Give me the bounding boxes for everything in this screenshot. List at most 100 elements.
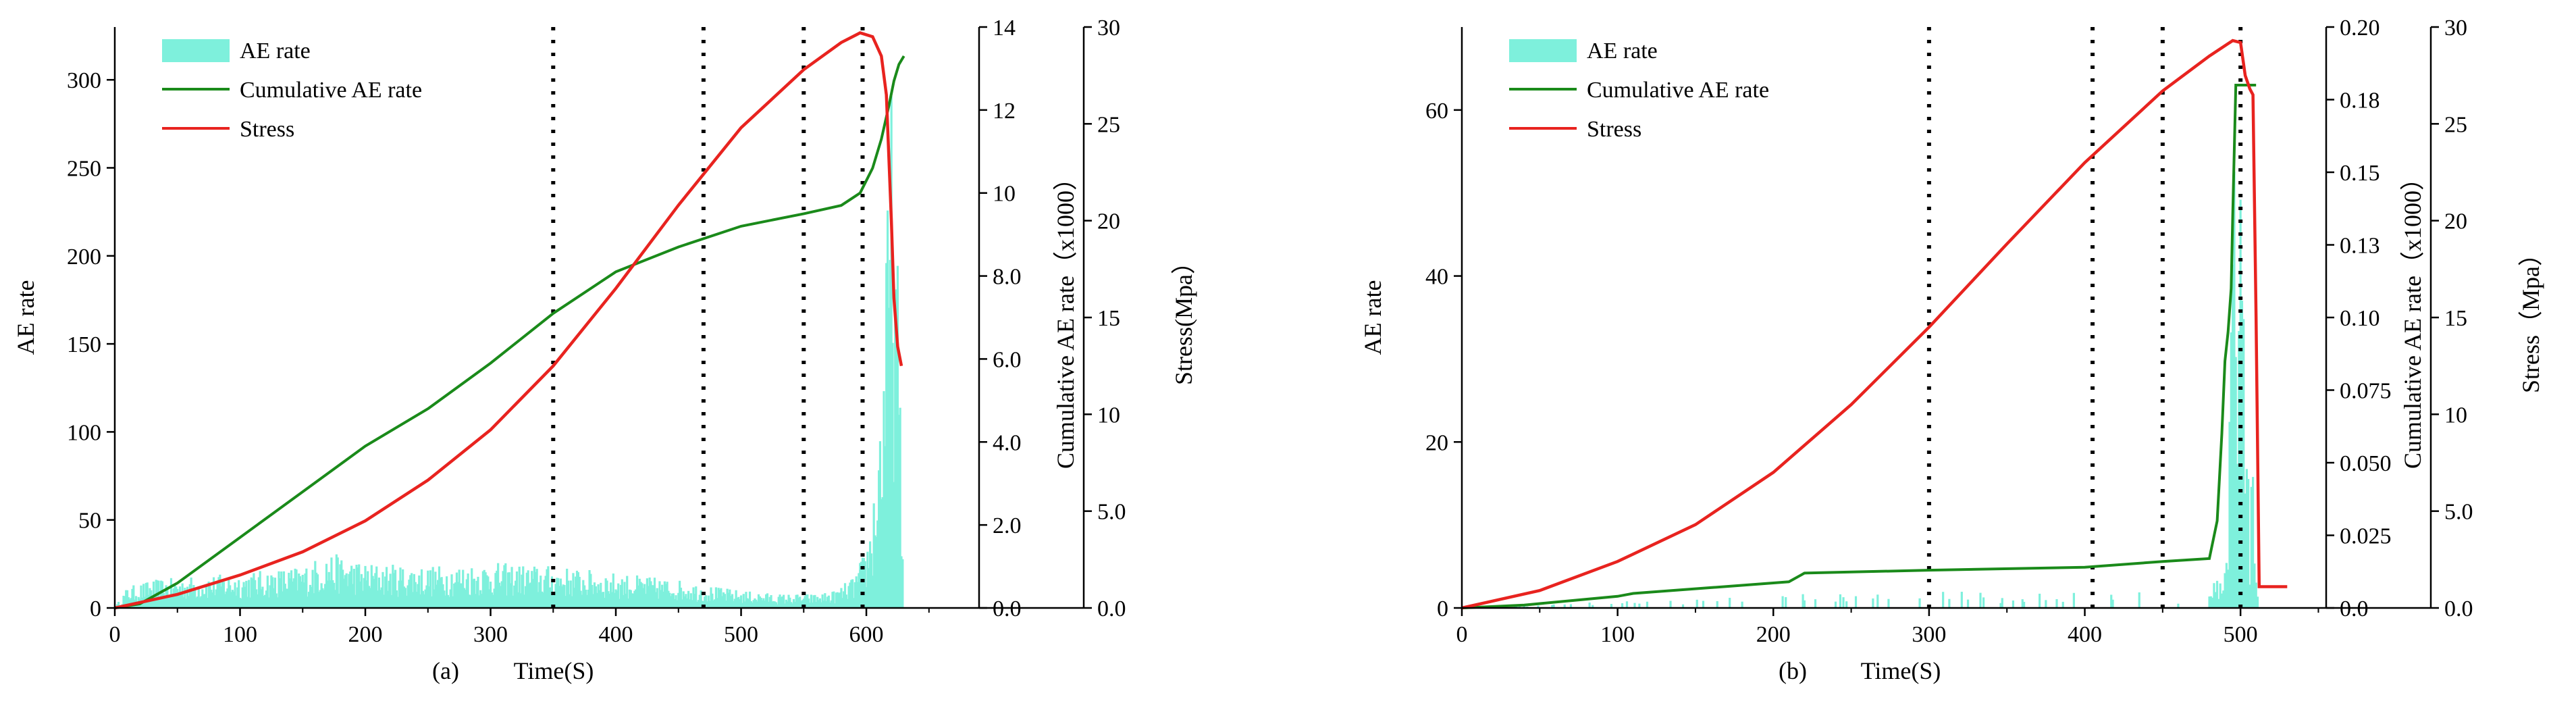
ae-rate-bar xyxy=(656,588,658,608)
ae-rate-bar xyxy=(453,583,456,608)
ae-rate-bar xyxy=(704,596,706,608)
ae-rate-bar xyxy=(153,593,156,608)
ae-rate-bar xyxy=(1876,594,1879,608)
ae-rate-bar xyxy=(260,589,263,608)
ae-rate-bar xyxy=(171,593,174,608)
ae-rate-bar xyxy=(399,567,402,608)
ae-rate-bar xyxy=(2224,573,2226,608)
ae-rate-bar xyxy=(871,576,874,608)
ae-rate-bar xyxy=(1551,605,1554,608)
ae-rate-bar xyxy=(339,564,342,608)
ae-rate-bar xyxy=(556,578,558,608)
ae-rate-bar xyxy=(213,595,217,608)
ae-rate-bars xyxy=(1473,171,2259,609)
ae-rate-bar xyxy=(1887,598,1890,608)
ae-rate-bar xyxy=(178,586,182,608)
ae-rate-bar xyxy=(1845,601,1848,608)
ae-rate-bar xyxy=(558,586,561,608)
ae-rate-bar xyxy=(382,571,384,608)
ae-rate-bar xyxy=(894,299,897,608)
ae-rate-bar xyxy=(862,557,865,608)
ae-rate-bar xyxy=(663,581,666,608)
ae-rate-bar xyxy=(901,559,904,608)
ae-rate-bar xyxy=(785,599,787,608)
ae-rate-bar xyxy=(199,597,201,608)
ae-rate-bar xyxy=(352,569,355,608)
ae-rate-bar xyxy=(1592,605,1594,608)
ae-rate-bar xyxy=(893,482,895,608)
ae-rate-bar xyxy=(766,593,769,608)
ae-rate-bar xyxy=(180,592,182,608)
ae-rate-bar xyxy=(385,567,388,608)
ae-rate-bar xyxy=(1982,597,1985,608)
ae-rate-bar xyxy=(290,570,293,608)
ae-rate-bar xyxy=(650,581,652,608)
ae-rate-bar xyxy=(392,565,394,608)
ae-rate-bar xyxy=(417,584,419,608)
ae-rate-bar xyxy=(471,579,475,608)
ae-rate-bar xyxy=(303,582,305,608)
legend-label-stress: Stress xyxy=(1587,117,1641,142)
ae-rate-bar xyxy=(1802,594,1804,608)
ae-rate-bar xyxy=(811,602,814,608)
ae-rate-bar xyxy=(464,590,467,608)
right1-y-tick-label: 0.025 xyxy=(2340,524,2392,549)
ae-rate-bar xyxy=(588,569,591,608)
ae-rate-bar xyxy=(729,589,731,608)
ae-rate-bar xyxy=(808,603,812,608)
ae-rate-bar xyxy=(641,583,643,608)
ae-rate-bar xyxy=(843,583,847,608)
ae-rate-bar xyxy=(2222,590,2225,608)
ae-rate-bar xyxy=(217,577,220,608)
left-y-axis-title: AE rate xyxy=(1359,280,1386,355)
ae-rate-bar xyxy=(481,571,484,608)
ae-rate-bar xyxy=(889,259,891,608)
ae-rate-bar xyxy=(181,583,184,608)
stress-line xyxy=(114,31,903,610)
ae-rate-bar xyxy=(861,557,864,608)
ae-rate-bar xyxy=(767,601,770,608)
ae-rate-bar xyxy=(324,584,327,608)
ae-rate-bar xyxy=(300,582,303,608)
ae-rate-bar xyxy=(394,569,397,608)
ae-rate-bar xyxy=(2249,584,2251,608)
x-tick-label: 200 xyxy=(348,622,383,647)
ae-rate-bar xyxy=(727,592,730,608)
ae-rate-bar xyxy=(332,580,334,608)
ae-rate-bar xyxy=(490,592,493,608)
right1-y-tick-label: 12 xyxy=(993,99,1016,124)
ae-rate-bar xyxy=(701,601,704,608)
right2-y-tick-label: 5.0 xyxy=(1097,500,1126,525)
ae-rate-bar xyxy=(345,573,348,608)
x-tick-label: 500 xyxy=(724,622,758,647)
ae-rate-bar xyxy=(567,580,570,608)
ae-rate-bar xyxy=(421,590,424,608)
ae-rate-bar xyxy=(774,602,778,608)
ae-rate-bar xyxy=(395,590,398,608)
ae-rate-bar xyxy=(610,592,614,608)
ae-rate-bar xyxy=(900,556,903,608)
legend-label-cumulative: Cumulative AE rate xyxy=(1587,78,1769,103)
chart-panel-a: 0 100 200 300 400 500 600 0 50 100 150 200 250 300 0.0… xyxy=(12,16,1197,684)
ae-rate-bar xyxy=(504,563,507,608)
ae-rate-bar xyxy=(1948,598,1951,608)
ae-rate-bar xyxy=(203,594,205,608)
ae-rate-bar xyxy=(747,598,750,608)
ae-rate-bar xyxy=(465,579,468,608)
ae-rate-bar xyxy=(350,565,353,608)
ae-rate-bar xyxy=(872,503,875,608)
ae-rate-bar xyxy=(1702,601,1705,608)
ae-rate-bar xyxy=(484,572,487,608)
ae-rate-bar xyxy=(1552,604,1555,608)
ae-rate-bar xyxy=(587,589,589,608)
ae-rate-bar xyxy=(257,577,260,608)
ae-rate-bar xyxy=(292,578,295,608)
ae-rate-bar xyxy=(462,569,465,608)
ae-rate-bar xyxy=(748,591,752,608)
ae-rate-bar xyxy=(396,596,399,608)
ae-rate-bar xyxy=(835,592,838,608)
ae-rate-bar xyxy=(603,598,606,608)
ae-rate-bar xyxy=(279,578,282,608)
ae-rate-bar xyxy=(431,567,434,608)
